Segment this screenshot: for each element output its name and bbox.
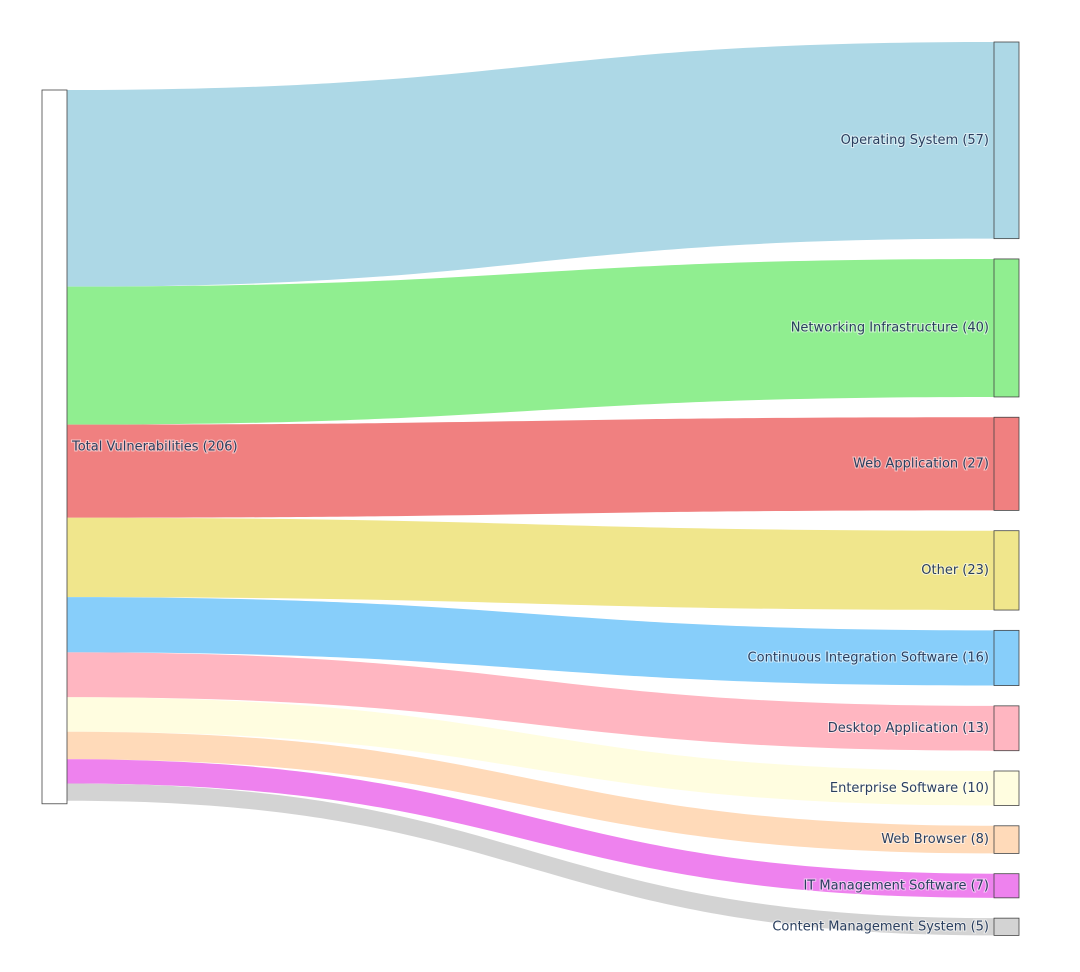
link-operating-system[interactable] xyxy=(67,42,994,287)
node-web-application[interactable] xyxy=(993,416,1020,511)
link-other[interactable] xyxy=(67,517,994,611)
sankey-links xyxy=(67,42,994,936)
node-total-vulnerabilities[interactable] xyxy=(41,89,68,805)
label-operating-system: Operating System (57) xyxy=(841,133,989,148)
node-operating-system[interactable] xyxy=(993,41,1020,240)
node-enterprise-software[interactable] xyxy=(993,770,1020,806)
link-continuous-integration-software[interactable] xyxy=(67,597,994,686)
link-web-browser[interactable] xyxy=(67,731,994,854)
link-web-application[interactable] xyxy=(67,417,994,518)
label-networking-infrastructure: Networking Infrastructure (40) xyxy=(791,320,989,335)
link-enterprise-software[interactable] xyxy=(67,697,994,806)
label-web-browser: Web Browser (8) xyxy=(881,832,989,847)
label-desktop-application: Desktop Application (13) xyxy=(828,721,989,736)
label-total-vulnerabilities: Total Vulnerabilities (206) xyxy=(71,439,238,454)
node-networking-infrastructure[interactable] xyxy=(993,258,1020,398)
node-continuous-integration-software[interactable] xyxy=(993,629,1020,686)
label-web-application: Web Application (27) xyxy=(853,456,989,471)
label-enterprise-software: Enterprise Software (10) xyxy=(830,781,989,796)
link-content-management-system[interactable] xyxy=(67,783,994,936)
label-continuous-integration-software: Continuous Integration Software (16) xyxy=(748,650,989,665)
label-other: Other (23) xyxy=(921,563,989,578)
link-desktop-application[interactable] xyxy=(67,652,994,751)
label-content-management-system: Content Management System (5) xyxy=(772,919,989,934)
label-it-management-software: IT Management Software (7) xyxy=(803,878,989,893)
node-web-browser[interactable] xyxy=(993,825,1020,854)
node-desktop-application[interactable] xyxy=(993,705,1020,752)
link-networking-infrastructure[interactable] xyxy=(67,258,994,425)
sankey-labels: Operating System (57) Networking Infrastr… xyxy=(70,132,990,935)
link-it-management-software[interactable] xyxy=(67,759,994,898)
sankey-nodes xyxy=(41,41,1020,936)
node-it-management-software[interactable] xyxy=(993,873,1020,899)
node-other[interactable] xyxy=(993,530,1020,611)
node-content-management-system[interactable] xyxy=(993,917,1020,936)
